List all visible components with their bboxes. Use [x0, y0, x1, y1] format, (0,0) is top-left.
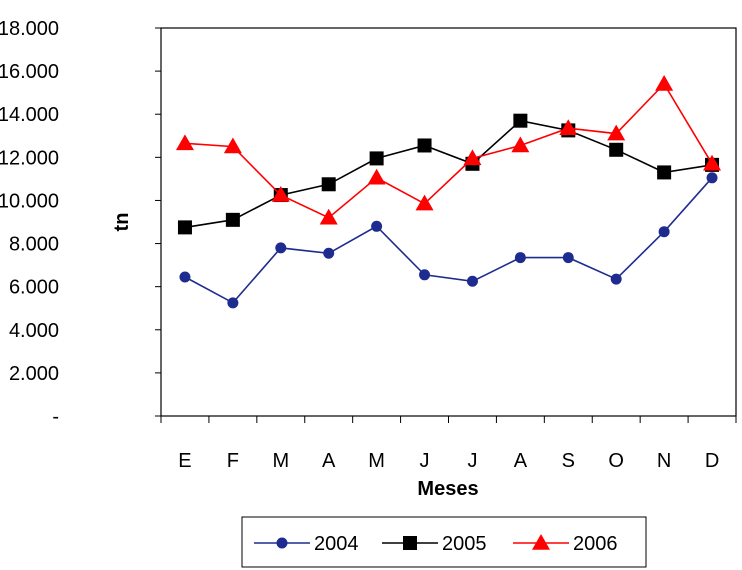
legend-label-2004: 2004 [314, 533, 359, 555]
data-point-2004 [658, 226, 670, 238]
y-axis: - 2.000 4.000 6.000 8.000 10.000 12.000 14.000 1… [0, 18, 161, 428]
data-point-2004 [275, 242, 287, 254]
y-tick-label: 16.000 [0, 61, 59, 83]
data-point-2004 [514, 252, 526, 264]
legend-marker-2006 [532, 534, 550, 550]
data-point-2006 [319, 208, 338, 225]
data-point-2004 [371, 220, 383, 232]
legend-label-2006: 2006 [573, 533, 618, 555]
series-2004 [179, 172, 718, 309]
legend-frame [241, 516, 647, 568]
series-line-2006 [184, 82, 713, 219]
legend-marker-2004 [276, 537, 288, 549]
data-point-2006 [703, 154, 722, 171]
x-tick-label: D [705, 450, 719, 472]
legend-marker-2005 [403, 536, 417, 550]
data-point-2006 [175, 134, 194, 151]
x-tick-label: M [272, 450, 289, 472]
data-point-2004 [179, 271, 191, 283]
y-tick-label: 12.000 [0, 147, 59, 169]
x-tick-label: A [514, 450, 528, 472]
series-line-2004 [184, 177, 713, 304]
data-point-2006 [367, 168, 386, 185]
legend-label-2005: 2005 [442, 533, 487, 555]
x-tick-label: O [608, 450, 624, 472]
data-point-2005 [513, 113, 528, 128]
plot-frame [160, 27, 737, 417]
data-point-2005 [609, 142, 624, 157]
series-layer [175, 75, 722, 309]
y-tick-label: 2.000 [9, 363, 59, 385]
data-point-2006 [463, 149, 482, 166]
series-2006 [175, 75, 722, 225]
data-point-2004 [706, 172, 718, 184]
data-point-2006 [271, 186, 290, 202]
data-point-2005 [177, 220, 192, 235]
data-point-2004 [466, 275, 478, 287]
data-point-2004 [562, 252, 574, 264]
x-tick-label: N [657, 450, 671, 472]
y-tick-label: 6.000 [9, 277, 59, 299]
y-axis-title: tn [111, 213, 133, 232]
series-line-2005 [184, 119, 713, 229]
x-tick-label: J [420, 450, 430, 472]
y-tick-label: 10.000 [0, 190, 59, 212]
data-point-2004 [323, 247, 335, 259]
y-tick-label: - [52, 406, 59, 428]
y-tick-label: 18.000 [0, 18, 59, 40]
data-point-2005 [321, 177, 336, 192]
x-tick-label: M [368, 450, 385, 472]
data-point-2004 [227, 297, 239, 309]
x-tick-label: E [178, 450, 191, 472]
data-point-2006 [559, 119, 578, 135]
data-point-2005 [225, 212, 240, 227]
x-tick-label: J [467, 450, 477, 472]
y-tick-label: 8.000 [9, 234, 59, 256]
data-point-2005 [657, 165, 672, 180]
x-tick-label: F [227, 450, 239, 472]
data-point-2005 [417, 138, 432, 153]
y-tick-label: 4.000 [9, 320, 59, 342]
data-point-2006 [607, 124, 626, 141]
data-point-2006 [655, 75, 674, 91]
legend: 2004 2005 2006 [241, 516, 647, 568]
data-point-2006 [415, 194, 434, 211]
data-point-2006 [511, 136, 530, 153]
data-point-2006 [223, 137, 242, 154]
x-axis-title: Meses [417, 478, 478, 500]
data-point-2005 [369, 151, 384, 166]
plot-area [160, 27, 737, 417]
y-tick-label: 14.000 [0, 104, 59, 126]
data-point-2004 [419, 269, 431, 281]
x-tick-label: A [322, 450, 336, 472]
x-tick-label: S [562, 450, 575, 472]
data-point-2004 [610, 273, 622, 285]
